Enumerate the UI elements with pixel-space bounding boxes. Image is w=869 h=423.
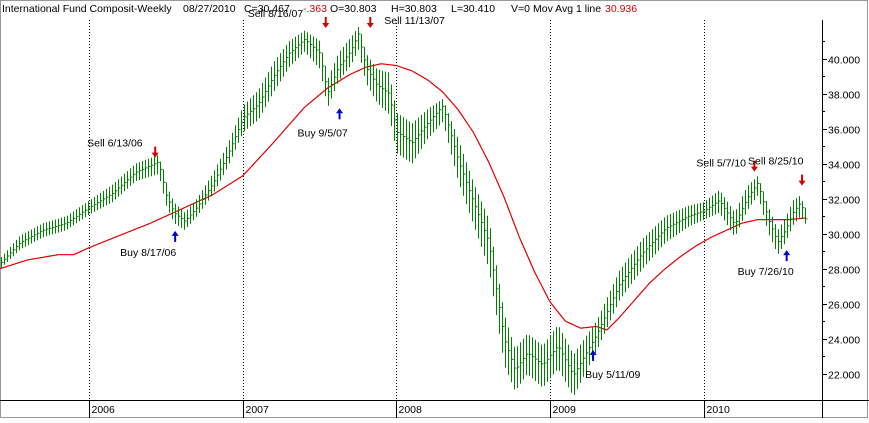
buy-signal-label: Buy 7/26/10: [738, 266, 794, 278]
header-high: H=30.803: [391, 3, 437, 15]
header-close: C=30.467: [244, 3, 290, 15]
sell-signal: Sell 11/13/07: [366, 15, 445, 29]
signal-annotations-layer: Sell 6/13/06 Buy 8/17/06 Sell 8/16/07 Buy 9…: [87, 8, 806, 381]
sell-signal-label: Sell 8/25/10: [748, 156, 804, 168]
sell-signal: Sell 5/7/10: [696, 158, 758, 172]
y-tick-label: 24.000: [828, 335, 860, 347]
sell-signal: Sell 8/16/07: [248, 8, 330, 29]
header-low: L=30.410: [451, 3, 495, 15]
y-tick-label: 34.000: [828, 160, 860, 172]
buy-signal-label: Buy 8/17/06: [120, 247, 176, 259]
sell-arrowhead-icon: [322, 23, 330, 29]
header-volume: V=0: [511, 3, 530, 15]
sell-signal-label: Sell 5/7/10: [696, 158, 746, 170]
sell-signal-label: Sell 6/13/06: [87, 138, 143, 150]
buy-signal: Buy 9/5/07: [298, 108, 348, 139]
sell-signal-label: Sell 8/16/07: [248, 8, 304, 20]
header-ma-value: 30.936: [605, 3, 637, 15]
y-tick-label: 28.000: [828, 265, 860, 277]
y-axis: 22.000 24.000 26.000 28.000 30.000 32.000 34.0…: [822, 41, 860, 382]
y-tick-label: 40.000: [828, 55, 860, 67]
x-tick-label: 2008: [399, 404, 423, 416]
header-change: -.363: [303, 3, 327, 15]
sell-signal-label: Sell 11/13/07: [384, 15, 445, 27]
buy-signal: Buy 7/26/10: [738, 250, 794, 278]
sell-arrowhead-icon: [366, 23, 374, 29]
sell-arrowhead-icon: [798, 180, 806, 186]
header-date: 08/27/2010: [183, 3, 236, 15]
moving-average-line: [0, 63, 807, 331]
sell-arrowhead-icon: [750, 166, 758, 172]
price-bars-layer: [1, 27, 808, 395]
buy-arrowhead-icon: [589, 349, 597, 355]
header-ma-label: Mov Avg 1 line: [533, 3, 601, 15]
sell-arrowhead-icon: [151, 152, 159, 158]
buy-arrowhead-icon: [171, 230, 179, 236]
y-tick-label: 36.000: [828, 125, 860, 137]
buy-signal: Buy 8/17/06: [120, 230, 179, 259]
y-tick-label: 30.000: [828, 230, 860, 242]
buy-signal-label: Buy 5/11/09: [585, 369, 640, 381]
x-tick-label: 2009: [553, 404, 577, 416]
chart-title: International Fund Composit-Weekly: [2, 3, 172, 15]
sell-signal: Sell 6/13/06: [87, 138, 159, 158]
moving-average-layer: [0, 63, 807, 331]
grid-layer: [0, 20, 869, 418]
buy-arrowhead-icon: [336, 108, 344, 114]
y-tick-label: 26.000: [828, 300, 860, 312]
sell-signal: Sell 8/25/10: [748, 156, 806, 186]
x-tick-label: 2006: [92, 404, 116, 416]
buy-arrowhead-icon: [783, 250, 791, 256]
x-tick-label: 2007: [246, 404, 270, 416]
buy-signal-label: Buy 9/5/07: [298, 127, 348, 139]
header-open: O=30.803: [330, 3, 377, 15]
x-axis: 2006 2007 2008 2009 2010: [89, 400, 731, 418]
y-tick-label: 38.000: [828, 90, 860, 102]
buy-signal: Buy 5/11/09: [585, 349, 640, 381]
x-tick-label: 2010: [707, 404, 731, 416]
y-tick-label: 32.000: [828, 195, 860, 207]
y-tick-label: 22.000: [828, 370, 860, 382]
